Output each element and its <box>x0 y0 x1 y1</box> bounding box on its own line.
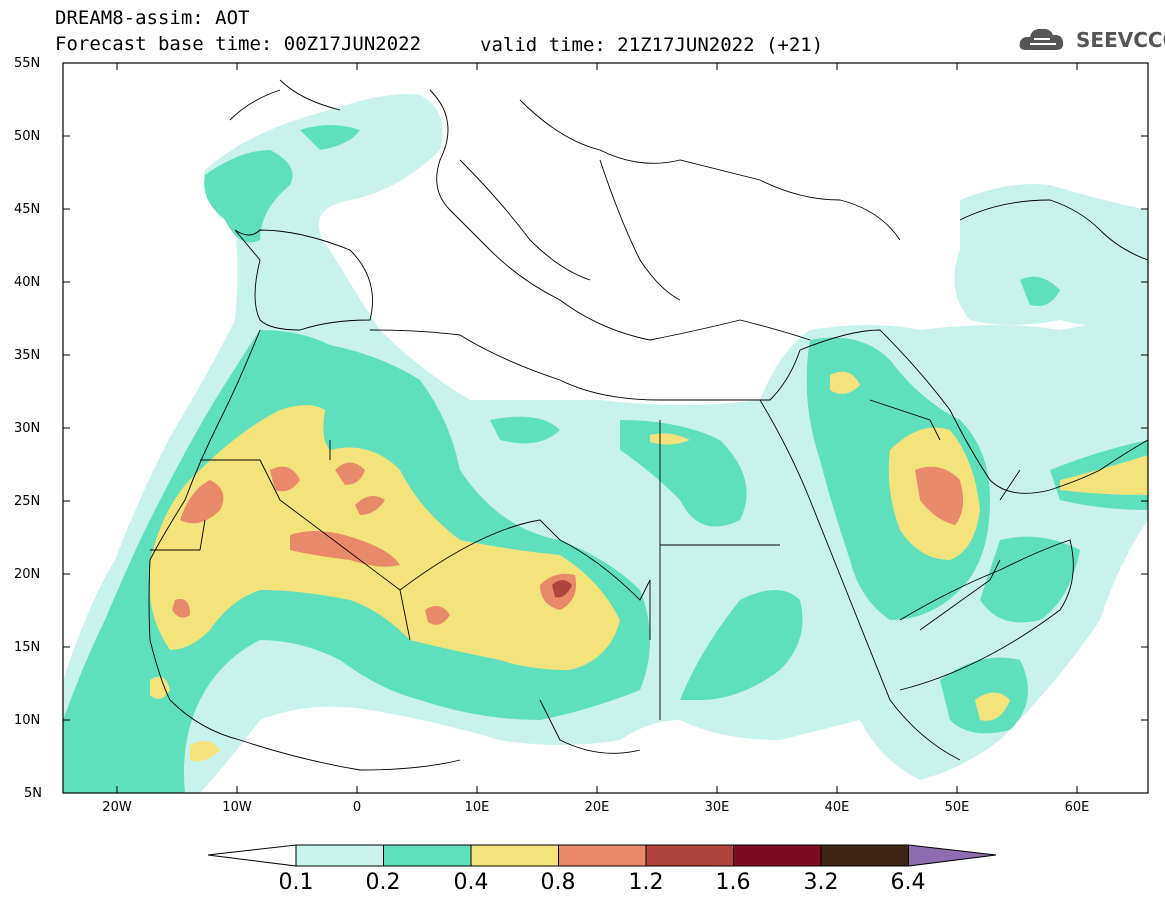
aot-region-0.4 <box>150 405 620 670</box>
lat-label: 35N <box>14 348 41 363</box>
lon-label: 0 <box>352 800 362 815</box>
lon-label: 40E <box>824 800 850 815</box>
colorbar <box>207 844 997 867</box>
lon-label: 20E <box>584 800 610 815</box>
colorbar-label: 0.8 <box>540 870 576 895</box>
map-title: DREAM8-assim: AOT <box>55 7 250 29</box>
lat-label: 25N <box>14 494 41 509</box>
colorbar-under-arrow <box>207 844 297 867</box>
colorbar-label: 0.4 <box>453 870 489 895</box>
lat-label: 5N <box>24 786 42 801</box>
colorbar-label: 0.2 <box>365 870 401 895</box>
lon-label: 30E <box>704 800 730 815</box>
colorbar-bin-1 <box>295 844 384 867</box>
lat-label: 15N <box>14 640 41 655</box>
colorbar-label: 3.2 <box>803 870 839 895</box>
lon-label: 50E <box>944 800 970 815</box>
colorbar-bin-6 <box>733 844 822 867</box>
valid-time: valid time: 21Z17JUN2022 (+21) <box>480 34 824 56</box>
lat-label: 20N <box>14 567 41 582</box>
colorbar-bin-4 <box>558 844 647 867</box>
aot-region-0.8 <box>180 480 224 524</box>
lat-label: 40N <box>14 275 41 290</box>
colorbar-bin-3 <box>470 844 559 867</box>
aot-contours <box>63 94 1148 793</box>
lon-label: 60E <box>1064 800 1090 815</box>
colorbar-over-arrow <box>908 844 997 867</box>
lat-label: 30N <box>14 421 41 436</box>
lat-label: 45N <box>14 202 41 217</box>
colorbar-label: 1.2 <box>628 870 664 895</box>
lat-label: 50N <box>14 129 41 144</box>
axis-ticks <box>63 62 1148 793</box>
lon-label: 20W <box>102 800 132 815</box>
logo-text: SEEVCCC <box>1076 28 1165 52</box>
colorbar-label: 1.6 <box>715 870 751 895</box>
lon-label: 10W <box>222 800 252 815</box>
forecast-base-time: Forecast base time: 00Z17JUN2022 <box>55 33 422 55</box>
coastlines <box>148 79 1148 771</box>
colorbar-bin-7 <box>820 844 909 867</box>
lon-label: 10E <box>464 800 490 815</box>
colorbar-bin-5 <box>645 844 734 867</box>
colorbar-label: 6.4 <box>890 870 926 895</box>
colorbar-bin-2 <box>383 844 472 867</box>
cloud-logo-icon <box>1019 28 1064 50</box>
colorbar-label: 0.1 <box>278 870 314 895</box>
lat-label: 10N <box>14 713 41 728</box>
lat-label: 55N <box>14 56 41 71</box>
